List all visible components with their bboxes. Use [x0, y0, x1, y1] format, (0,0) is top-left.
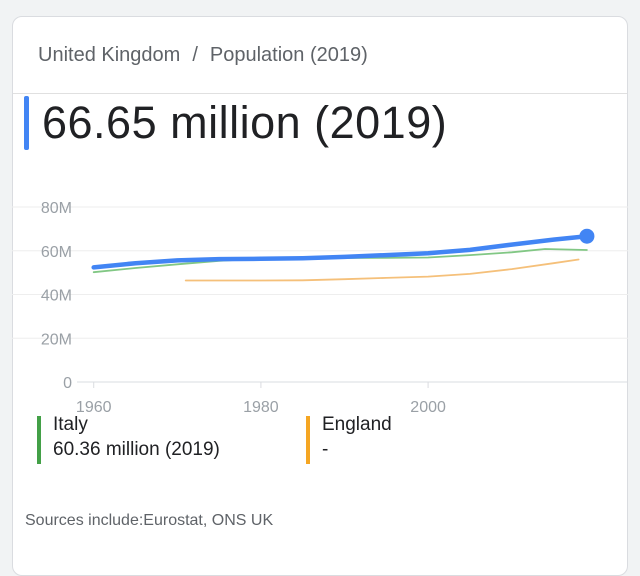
- breadcrumb-country[interactable]: United Kingdom: [38, 43, 181, 66]
- legend-color-bar: [37, 416, 41, 464]
- y-tick-label: 60M: [41, 244, 72, 261]
- y-tick-label: 0: [63, 375, 72, 392]
- headline-accent-bar: [24, 96, 29, 150]
- x-tick-label: 1980: [243, 399, 279, 416]
- legend-value: 60.36 million (2019): [53, 439, 220, 460]
- y-tick-label: 20M: [41, 331, 72, 348]
- legend-color-bar: [306, 416, 310, 464]
- sources-note: Sources include:Eurostat, ONS UK: [25, 512, 274, 529]
- chart-series: [91, 228, 595, 282]
- breadcrumb: United Kingdom / Population (2019): [13, 17, 627, 94]
- x-axis-ticks: 1960 1980 2000: [76, 382, 446, 416]
- legend-value: -: [322, 439, 329, 460]
- y-tick-label: 80M: [41, 200, 72, 217]
- breadcrumb-separator: /: [192, 43, 198, 66]
- x-tick-label: 1960: [76, 399, 112, 416]
- legend-name: Italy: [53, 414, 88, 435]
- chart-grid: [12, 206, 628, 383]
- y-axis-ticks: 0 20M 40M 60M 80M: [41, 200, 72, 392]
- legend-name: England: [322, 414, 392, 435]
- population-chart[interactable]: 0 20M 40M 60M 80M 1960 1980 2000: [0, 180, 640, 420]
- population-card: United Kingdom / Population (2019): [12, 16, 628, 576]
- y-tick-label: 40M: [41, 288, 72, 305]
- breadcrumb-metric: Population (2019): [209, 43, 368, 66]
- series-line-england: [184, 258, 580, 282]
- x-tick-label: 2000: [410, 399, 446, 416]
- headline-value: 66.65 million (2019): [42, 97, 448, 148]
- series-endpoint-uk: [579, 228, 595, 244]
- series-line-uk: [91, 233, 590, 270]
- headline: 66.65 million (2019): [24, 96, 447, 150]
